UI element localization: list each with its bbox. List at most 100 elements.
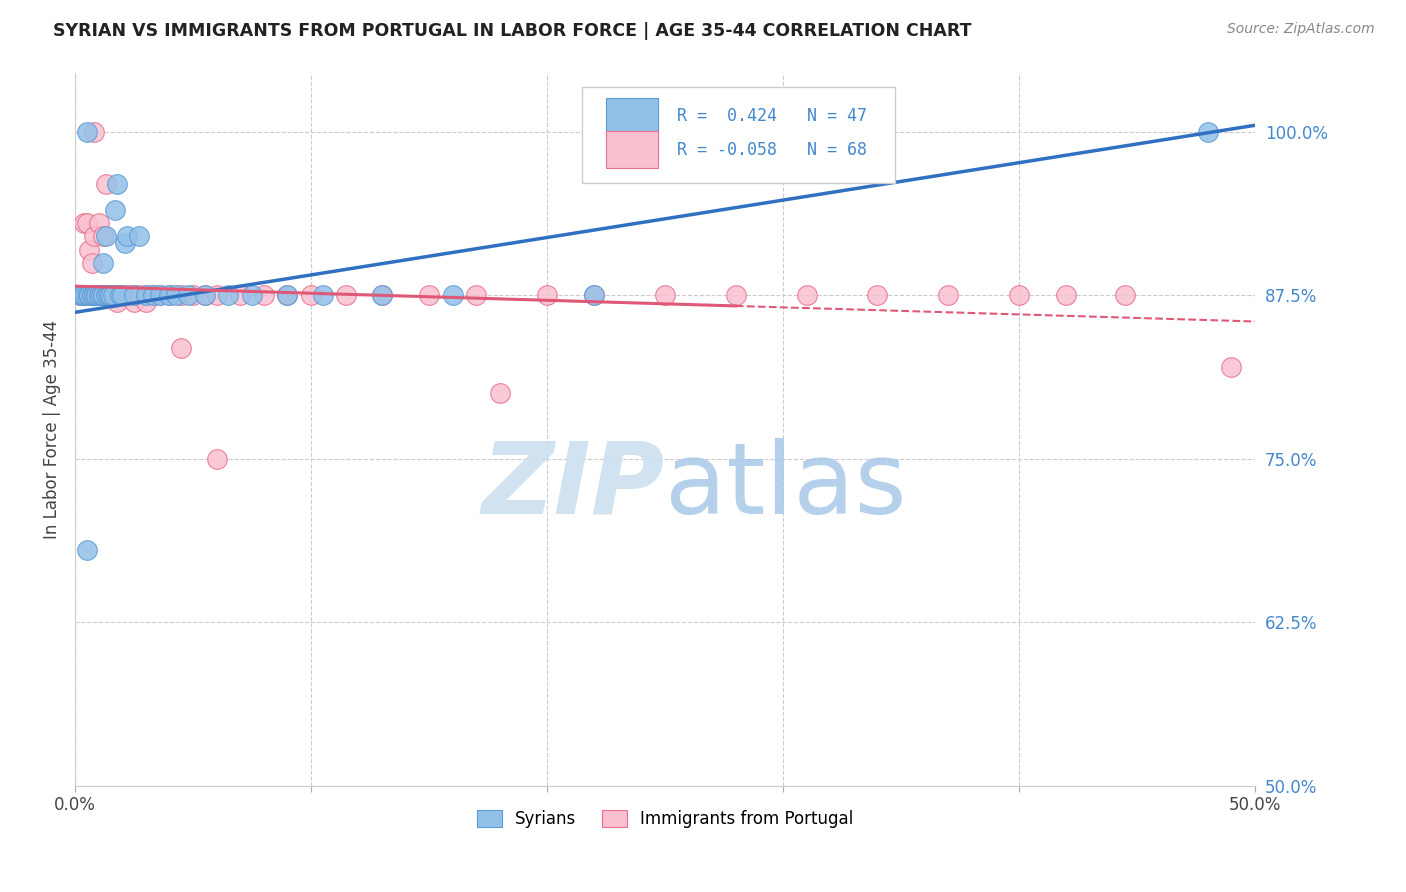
Point <box>90 288 112 302</box>
Point <box>84 288 107 302</box>
Point <box>371 288 394 302</box>
Point <box>276 288 298 302</box>
Point <box>299 288 322 302</box>
Point <box>135 288 157 302</box>
Point <box>229 288 252 302</box>
Point <box>149 288 172 302</box>
Point <box>87 288 110 302</box>
Point <box>94 229 117 244</box>
Point <box>583 288 606 302</box>
Point <box>101 288 124 302</box>
Point <box>97 288 120 302</box>
Point <box>94 177 117 191</box>
Point <box>108 288 131 302</box>
Point <box>111 288 134 302</box>
Point <box>142 288 165 302</box>
Point <box>94 288 117 302</box>
Text: ZIP: ZIP <box>482 438 665 535</box>
Text: R =  0.424   N = 47: R = 0.424 N = 47 <box>676 107 868 126</box>
Point <box>114 235 136 250</box>
Point <box>536 288 558 302</box>
Point <box>91 288 114 302</box>
Point <box>194 288 217 302</box>
Point <box>465 288 488 302</box>
Text: atlas: atlas <box>665 438 907 535</box>
Point <box>418 288 440 302</box>
Point <box>312 288 335 302</box>
Point <box>118 288 141 302</box>
Point <box>80 288 103 302</box>
Point <box>104 288 127 302</box>
Point <box>91 255 114 269</box>
Point <box>128 229 150 244</box>
Point <box>104 203 127 218</box>
FancyBboxPatch shape <box>582 87 896 184</box>
Point <box>1114 288 1136 302</box>
FancyBboxPatch shape <box>606 131 658 169</box>
Point <box>87 216 110 230</box>
Point <box>128 288 150 302</box>
Point <box>73 288 96 302</box>
Point <box>73 288 96 302</box>
Point <box>111 288 134 302</box>
Point <box>166 288 188 302</box>
Point <box>90 288 112 302</box>
Point <box>122 288 145 302</box>
Point <box>205 451 228 466</box>
Point <box>77 243 100 257</box>
Point <box>76 125 98 139</box>
Point <box>488 386 510 401</box>
Point <box>100 288 122 302</box>
Point <box>94 288 117 302</box>
Point <box>583 288 606 302</box>
Point <box>114 288 136 302</box>
Point <box>70 288 93 302</box>
Point <box>441 288 464 302</box>
Point <box>866 288 889 302</box>
Point <box>1008 288 1031 302</box>
Point <box>177 288 200 302</box>
Point <box>80 288 103 302</box>
Point <box>240 288 263 302</box>
Point <box>181 288 204 302</box>
Point <box>276 288 298 302</box>
Point <box>83 125 105 139</box>
Point <box>108 288 131 302</box>
Point <box>76 288 98 302</box>
Point <box>73 216 96 230</box>
Point <box>77 288 100 302</box>
Legend: Syrians, Immigrants from Portugal: Syrians, Immigrants from Portugal <box>470 803 859 835</box>
Point <box>87 288 110 302</box>
Point <box>83 288 105 302</box>
Point <box>170 288 193 302</box>
Point <box>135 294 157 309</box>
Point <box>84 288 107 302</box>
Point <box>335 288 357 302</box>
Point <box>157 288 180 302</box>
Text: R = -0.058   N = 68: R = -0.058 N = 68 <box>676 141 868 159</box>
Point <box>100 288 122 302</box>
Point <box>796 288 818 302</box>
Point <box>91 229 114 244</box>
Point <box>724 288 747 302</box>
Point <box>1197 125 1219 139</box>
Point <box>84 288 107 302</box>
Point <box>1220 360 1243 375</box>
Point <box>157 288 180 302</box>
Text: Source: ZipAtlas.com: Source: ZipAtlas.com <box>1227 22 1375 37</box>
Point <box>936 288 959 302</box>
Point <box>80 255 103 269</box>
Point <box>100 288 122 302</box>
Point <box>69 288 91 302</box>
Point <box>205 288 228 302</box>
Point <box>97 288 120 302</box>
Point <box>101 288 124 302</box>
Point <box>107 177 129 191</box>
Point <box>83 229 105 244</box>
Point <box>80 288 103 302</box>
Point <box>70 288 93 302</box>
Point <box>87 288 110 302</box>
Y-axis label: In Labor Force | Age 35-44: In Labor Force | Age 35-44 <box>44 320 60 539</box>
Point <box>100 288 122 302</box>
FancyBboxPatch shape <box>606 98 658 135</box>
